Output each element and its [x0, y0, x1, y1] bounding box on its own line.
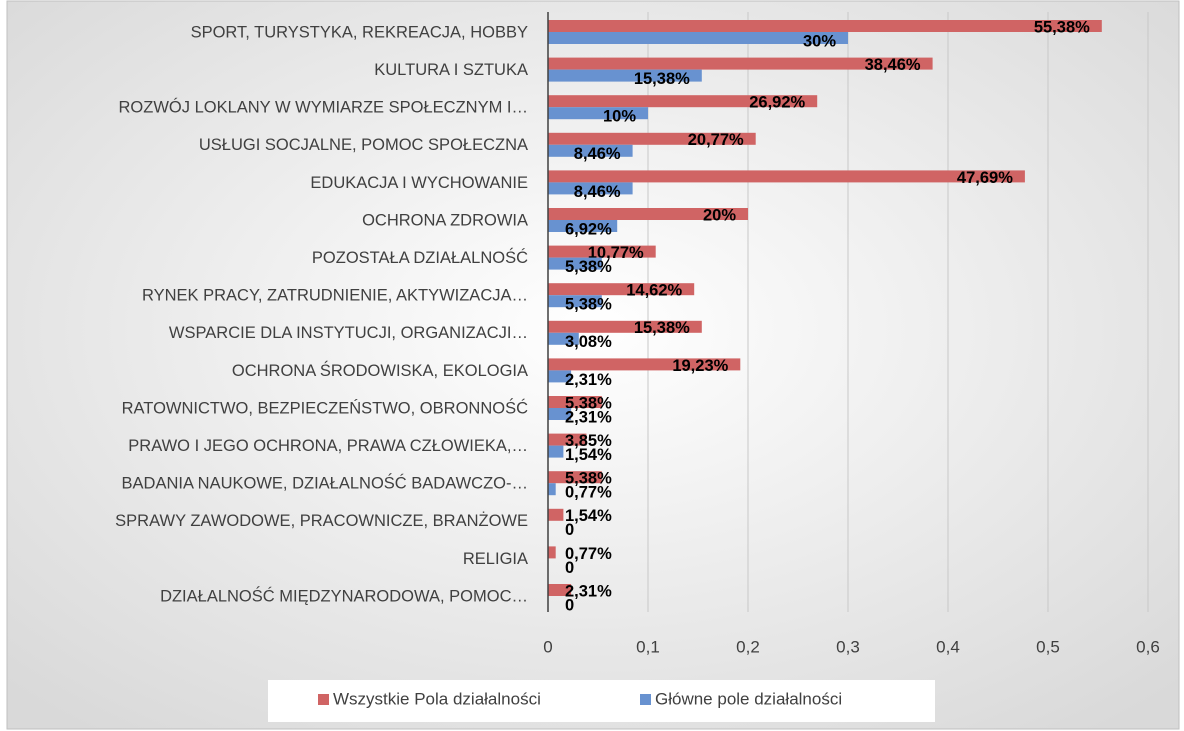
data-label: 20,77% [688, 131, 744, 149]
bar [548, 132, 756, 145]
data-label: 10% [603, 108, 636, 126]
bar [548, 508, 564, 521]
bar [548, 170, 1025, 183]
bar [548, 295, 602, 308]
data-label: 47,69% [957, 169, 1013, 187]
y-tick-label: USŁUGI SOCJALNE, POMOC SPOŁECZNA [199, 136, 528, 154]
data-label: 15,38% [634, 319, 690, 337]
bar [548, 283, 695, 296]
data-label: 26,92% [749, 94, 805, 112]
legend-box [268, 680, 935, 722]
data-label: 8,46% [574, 183, 621, 201]
y-tick-label: RATOWNICTWO, BEZPIECZEŃSTWO, OBRONNOŚĆ [122, 398, 528, 417]
y-tick-label: EDUKACJA I WYCHOWANIE [310, 174, 528, 192]
y-tick-label: SPRAWY ZAWODOWE, PRACOWNICZE, BRANŻOWE [115, 511, 528, 530]
y-tick-label: PRAWO I JEGO OCHRONA, PRAWA CZŁOWIEKA,… [128, 437, 528, 455]
bar [548, 358, 741, 371]
bar [548, 445, 564, 458]
data-label: 15,38% [634, 70, 690, 88]
x-tick-label: 0,1 [636, 637, 660, 656]
bar [548, 220, 618, 232]
x-tick-label: 0,6 [1136, 637, 1160, 656]
data-label: 30% [803, 32, 836, 50]
y-tick-label: DZIAŁALNOŚĆ MIĘDZYNARODOWA, POMOC… [160, 586, 528, 605]
bar [548, 107, 648, 120]
y-tick-label: KULTURA I SZTUKA [374, 61, 528, 79]
bar [548, 57, 933, 70]
data-label: 8,46% [574, 145, 621, 163]
legend-swatch [318, 694, 329, 705]
data-label: 0,77% [565, 545, 612, 563]
data-label: 5,38% [565, 258, 612, 276]
y-tick-label: OCHRONA ZDROWIA [362, 211, 528, 229]
x-tick-label: 0 [543, 637, 552, 656]
bar [548, 471, 602, 484]
data-label: 20% [703, 206, 736, 224]
bar [548, 69, 702, 82]
data-label: 0,77% [565, 484, 612, 502]
bar [548, 396, 602, 408]
data-label: 19,23% [672, 357, 728, 375]
data-label: 10,77% [588, 244, 644, 262]
y-tick-label: POZOSTAŁA DZIAŁALNOŚĆ [312, 248, 528, 267]
x-tick-label: 0,2 [736, 637, 760, 656]
bar [548, 20, 1102, 32]
data-label: 3,85% [565, 432, 612, 450]
bar [548, 433, 587, 446]
data-label: 38,46% [865, 56, 921, 74]
bar [548, 95, 818, 108]
bar [548, 32, 848, 44]
data-label: 0 [565, 559, 574, 577]
data-label: 0 [565, 521, 574, 539]
bar [548, 584, 572, 596]
y-tick-label: RYNEK PRACY, ZATRUDNIENIE, AKTYWIZACJA… [142, 287, 528, 305]
y-tick-label: WSPARCIE DLA INSTYTUCJI, ORGANIZACJI… [169, 324, 528, 342]
bar [548, 245, 656, 258]
y-tick-label: ROZWÓJ LOKLANY W WYMIARZE SPOŁECZNYM I… [119, 98, 529, 117]
x-tick-label: 0,4 [936, 637, 960, 656]
data-label: 0 [565, 596, 574, 614]
y-tick-label: BADANIA NAUKOWE, DZIAŁALNOŚĆ BADAWCZO-… [122, 474, 528, 493]
data-label: 55,38% [1034, 18, 1090, 36]
bar [548, 257, 602, 270]
bar [548, 483, 556, 496]
legend-swatch [640, 694, 651, 705]
data-label: 5,38% [565, 394, 612, 412]
y-tick-label: RELIGIA [463, 550, 528, 568]
data-label: 1,54% [565, 446, 612, 464]
bar [548, 182, 633, 195]
bar [548, 370, 572, 383]
data-label: 5,38% [565, 470, 612, 488]
data-label: 2,31% [565, 582, 612, 600]
y-tick-label: OCHRONA ŚRODOWISKA, EKOLOGIA [232, 361, 528, 380]
data-label: 5,38% [565, 296, 612, 314]
data-label: 3,08% [565, 333, 612, 351]
bar [548, 546, 556, 559]
legend-label: Wszystkie Pola działalności [333, 689, 541, 708]
bar [548, 144, 633, 157]
data-label: 14,62% [626, 282, 682, 300]
legend-label: Główne pole działalności [655, 689, 842, 708]
bar [548, 332, 579, 345]
data-label: 2,31% [565, 371, 612, 389]
bar [548, 408, 572, 420]
bar [548, 320, 702, 333]
y-tick-label: SPORT, TURYSTYKA, REKREACJA, HOBBY [191, 23, 528, 41]
data-label: 6,92% [565, 220, 612, 238]
data-label: 2,31% [565, 408, 612, 426]
bar [548, 208, 748, 220]
data-label: 1,54% [565, 507, 612, 525]
x-tick-label: 0,5 [1036, 637, 1060, 656]
x-tick-label: 0,3 [836, 637, 860, 656]
